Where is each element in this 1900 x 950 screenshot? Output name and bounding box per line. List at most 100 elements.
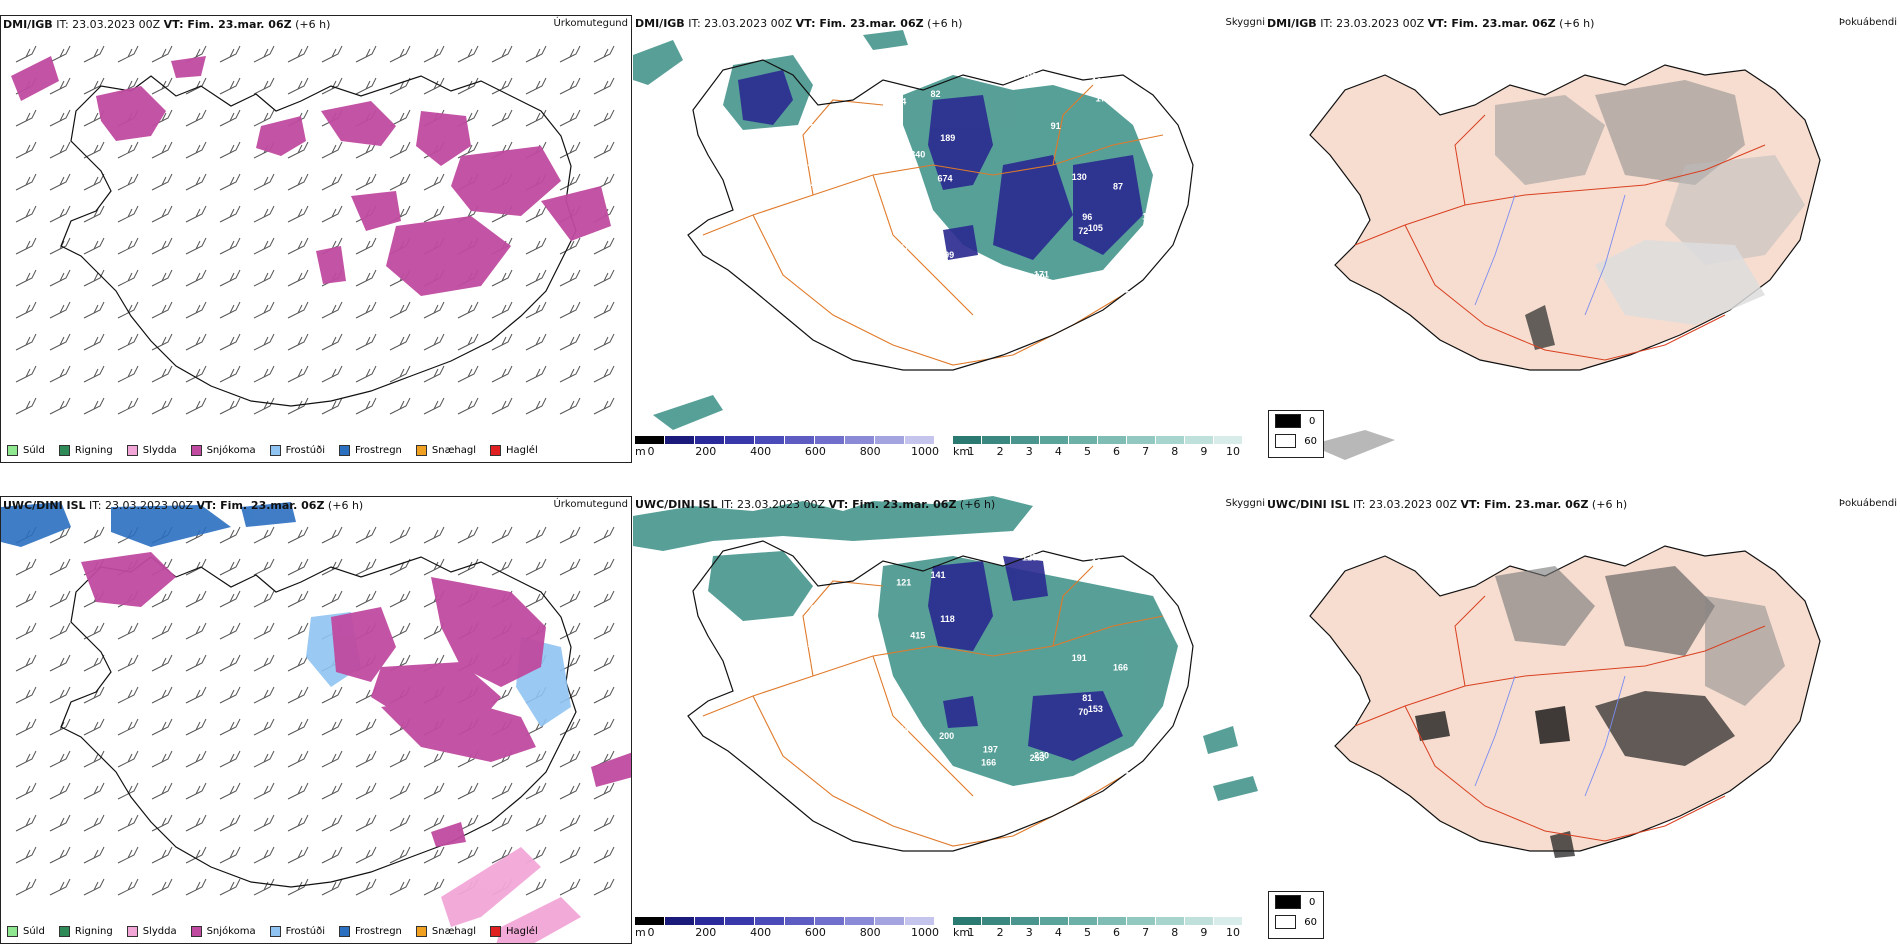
wind-barb	[559, 526, 581, 544]
wind-barb	[287, 590, 309, 608]
wind-barb	[423, 846, 445, 864]
visibility-value-label: 123	[1022, 553, 1037, 563]
wind-barb	[321, 205, 343, 223]
wind-barb	[559, 846, 581, 864]
wind-barb	[593, 45, 615, 63]
precip-type-panel-bottom: UWC/DINI ISL IT: 23.03.2023 00Z VT: Fim.…	[0, 496, 632, 944]
legend-item: Frostregn	[339, 445, 402, 456]
iceland-visibility-map-bottom: 200 197 253 936 81 70 84 121 141 90 193 118 182 170 16…	[633, 496, 1258, 852]
wind-barb	[15, 109, 37, 127]
legend-label: Rigning	[74, 926, 113, 937]
wind-barb	[15, 654, 37, 672]
wind-barb	[219, 397, 241, 415]
wind-barb	[593, 654, 615, 672]
colorbar-cell	[635, 436, 665, 444]
wind-barb	[525, 77, 547, 95]
wind-barb	[321, 814, 343, 832]
snow-areas	[81, 552, 631, 847]
legend-label: Frostúði	[285, 445, 325, 456]
visibility-value-label: 166	[1113, 662, 1128, 672]
wind-barb	[287, 365, 309, 383]
wind-barb	[593, 237, 615, 255]
wind-barb	[15, 686, 37, 704]
wind-barb	[49, 237, 71, 255]
wind-barb	[49, 269, 71, 287]
wind-barb	[593, 526, 615, 544]
wind-barb	[491, 782, 513, 800]
parameter-label: Úrkomutegund	[553, 499, 628, 510]
legend-label: Súld	[23, 926, 45, 937]
parameter-label: Úrkomutegund	[553, 18, 628, 29]
legend-swatch	[490, 926, 502, 937]
wind-barb	[355, 301, 377, 319]
wind-barb	[355, 269, 377, 287]
legend-item: Snjókoma	[190, 926, 256, 937]
wind-barb	[185, 237, 207, 255]
legend-label: Haglél	[506, 445, 538, 456]
legend-item: Rigning	[58, 445, 113, 456]
colorbar-tick: 3	[1025, 926, 1033, 939]
panel-title: UWC/DINI ISL IT: 23.03.2023 00Z VT: Fim.…	[635, 498, 996, 511]
wind-barb	[253, 269, 275, 287]
wind-barb	[389, 526, 411, 544]
wind-barb	[423, 814, 445, 832]
wind-barb	[457, 365, 479, 383]
wind-barb	[49, 141, 71, 159]
fog-white-swatch	[1275, 915, 1297, 929]
wind-barb	[355, 590, 377, 608]
visibility-value-label: 61	[790, 236, 800, 246]
wind-barb	[83, 782, 105, 800]
visibility-value-label: 230	[1034, 750, 1049, 760]
colorbar-tick: 9	[1200, 926, 1208, 939]
colorbar-cell	[635, 917, 665, 925]
wind-barb	[253, 878, 275, 896]
fog-black-swatch	[1275, 895, 1301, 909]
wind-barb	[117, 878, 139, 896]
visibility-value-label: 222	[1125, 289, 1140, 299]
wind-barb	[559, 45, 581, 63]
wind-barb	[321, 846, 343, 864]
wind-barb	[355, 526, 377, 544]
visibility-m-ticks: m 0 200 400 600 800 1000	[635, 445, 945, 459]
wind-barb	[185, 878, 207, 896]
wind-barb	[185, 846, 207, 864]
wind-barb	[287, 846, 309, 864]
wind-barb	[83, 269, 105, 287]
wind-barb	[559, 173, 581, 191]
colorbar-tick: 7	[1142, 926, 1150, 939]
wind-barb	[321, 301, 343, 319]
colorbar-tick: 5	[1083, 926, 1091, 939]
fog-index-panel-top: DMI/IGB IT: 23.03.2023 00Z VT: Fim. 23.m…	[1265, 15, 1900, 463]
wind-barb	[559, 109, 581, 127]
visibility-value-label: 154	[879, 297, 894, 307]
wind-barb	[49, 109, 71, 127]
wind-barb	[219, 814, 241, 832]
visibility-value-label: 70	[1078, 707, 1088, 717]
wind-barb	[83, 686, 105, 704]
wind-barb	[593, 686, 615, 704]
wind-barb	[185, 301, 207, 319]
wind-barb	[457, 45, 479, 63]
wind-barb	[525, 878, 547, 896]
wind-barb	[253, 397, 275, 415]
wind-barb	[151, 141, 173, 159]
fog-shading	[1310, 80, 1805, 460]
legend-item: Snæhagl	[415, 926, 476, 937]
iceland-precip-map-bottom	[1, 502, 631, 943]
colorbar-tick: 800	[859, 445, 881, 458]
wind-barb	[15, 590, 37, 608]
legend-item: Frostúði	[269, 926, 325, 937]
wind-barb	[83, 814, 105, 832]
wind-barb	[525, 269, 547, 287]
fog-black-swatch	[1275, 414, 1301, 428]
wind-barb	[253, 654, 275, 672]
wind-barb	[253, 333, 275, 351]
wind-barb	[117, 654, 139, 672]
colorbar-cell	[982, 436, 1011, 444]
wind-barb	[593, 814, 615, 832]
wind-barb	[559, 718, 581, 736]
fog-white-label: 60	[1304, 435, 1317, 447]
colorbar-cell	[1069, 436, 1098, 444]
wind-barb	[389, 590, 411, 608]
iceland-outline	[60, 75, 577, 407]
